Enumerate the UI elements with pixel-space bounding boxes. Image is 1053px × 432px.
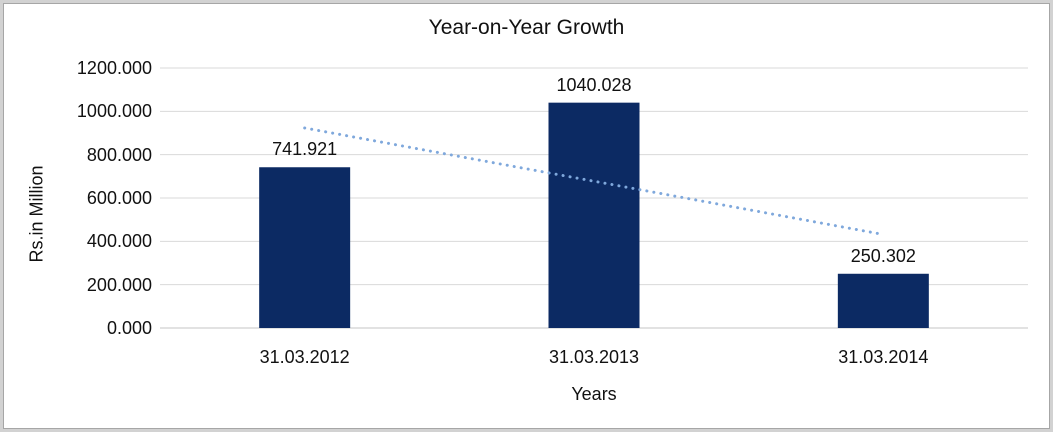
bar-data-label: 741.921 bbox=[272, 139, 338, 160]
y-tick-label: 600.000 bbox=[86, 188, 152, 208]
x-tick-label: 31.03.2014 bbox=[838, 347, 929, 367]
bar-data-label: 1040.028 bbox=[556, 74, 632, 95]
x-tick-label: 31.03.2012 bbox=[259, 347, 350, 367]
y-axis-title: Rs.in Million bbox=[26, 165, 47, 263]
x-tick-label: 31.03.2013 bbox=[548, 347, 640, 367]
y-tick-label: 800.000 bbox=[86, 144, 152, 165]
chart-title: Year-on-Year Growth bbox=[428, 16, 625, 39]
x-axis-title: Years bbox=[571, 384, 617, 404]
bar[interactable] bbox=[548, 102, 640, 328]
bar[interactable] bbox=[837, 273, 929, 328]
trendline[interactable] bbox=[303, 126, 885, 236]
y-tick-label: 0.000 bbox=[106, 318, 152, 338]
y-tick-label: 1000.000 bbox=[76, 101, 152, 122]
bar-data-label: 250.302 bbox=[850, 245, 916, 266]
y-tick-label: 200.000 bbox=[86, 274, 152, 295]
bar[interactable] bbox=[259, 167, 351, 328]
y-tick-label: 400.000 bbox=[86, 231, 152, 252]
y-tick-label: 1200.000 bbox=[76, 58, 152, 78]
